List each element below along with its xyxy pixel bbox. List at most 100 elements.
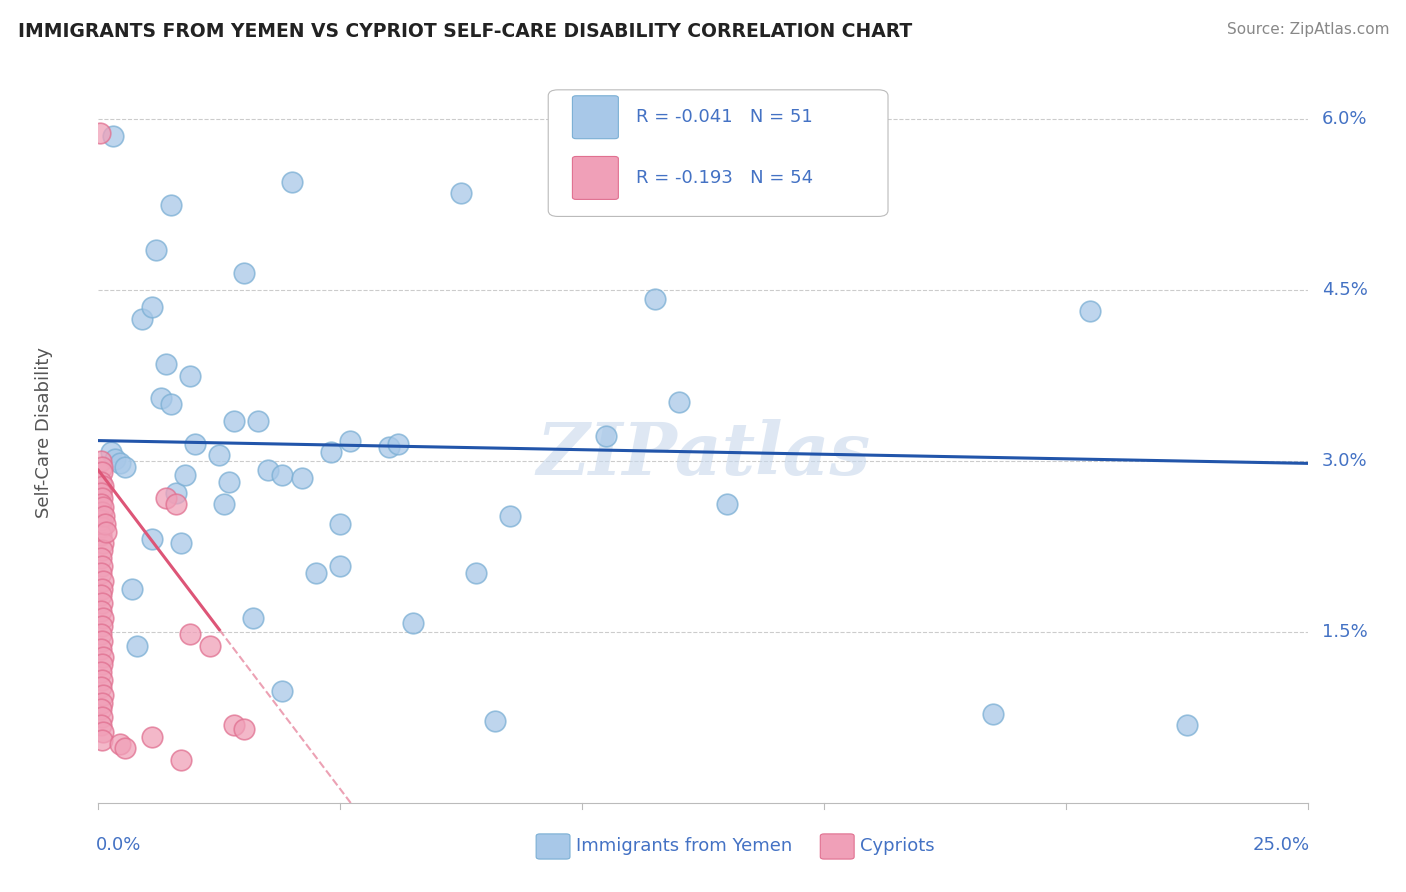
Point bbox=[198, 639, 221, 653]
Text: 25.0%: 25.0% bbox=[1253, 836, 1310, 855]
FancyBboxPatch shape bbox=[548, 90, 889, 217]
Point bbox=[90, 733, 112, 747]
Point bbox=[90, 505, 112, 519]
Point bbox=[208, 449, 231, 463]
Point bbox=[179, 627, 201, 641]
Point bbox=[165, 497, 187, 511]
Point bbox=[716, 497, 738, 511]
Point bbox=[91, 536, 114, 550]
Point bbox=[145, 244, 167, 258]
Point bbox=[498, 508, 520, 523]
Point bbox=[91, 673, 114, 687]
Point bbox=[91, 491, 114, 505]
Point bbox=[108, 456, 131, 470]
Point bbox=[290, 471, 312, 485]
Point bbox=[90, 718, 112, 732]
Point bbox=[1175, 718, 1198, 732]
FancyBboxPatch shape bbox=[820, 834, 855, 859]
Point bbox=[169, 536, 191, 550]
Point bbox=[329, 558, 352, 573]
Point bbox=[90, 566, 112, 580]
Point bbox=[90, 702, 112, 716]
Point bbox=[90, 543, 112, 558]
Point bbox=[218, 475, 240, 489]
Point bbox=[90, 486, 112, 500]
Point bbox=[90, 459, 112, 474]
Point bbox=[319, 445, 342, 459]
Point bbox=[464, 566, 486, 580]
Text: Source: ZipAtlas.com: Source: ZipAtlas.com bbox=[1226, 22, 1389, 37]
Point bbox=[271, 467, 294, 482]
Text: 6.0%: 6.0% bbox=[1322, 111, 1368, 128]
Text: 4.5%: 4.5% bbox=[1322, 281, 1368, 299]
Point bbox=[101, 129, 124, 144]
Point bbox=[160, 198, 183, 212]
Text: R = -0.041   N = 51: R = -0.041 N = 51 bbox=[637, 108, 813, 127]
Point bbox=[90, 589, 112, 603]
Point bbox=[305, 566, 328, 580]
Point bbox=[174, 467, 197, 482]
Point bbox=[247, 414, 270, 428]
Point bbox=[90, 475, 112, 489]
Point bbox=[165, 486, 187, 500]
Text: 3.0%: 3.0% bbox=[1322, 452, 1368, 470]
Point bbox=[93, 516, 115, 531]
Point bbox=[89, 126, 111, 140]
Point bbox=[450, 186, 472, 201]
Point bbox=[90, 513, 112, 527]
Point bbox=[90, 497, 112, 511]
Point bbox=[114, 459, 136, 474]
Point bbox=[108, 737, 131, 751]
Point bbox=[184, 437, 207, 451]
Point bbox=[90, 619, 112, 633]
Point bbox=[91, 574, 114, 588]
Point bbox=[127, 639, 149, 653]
Point bbox=[90, 696, 112, 710]
FancyBboxPatch shape bbox=[572, 156, 619, 200]
Point bbox=[160, 397, 183, 411]
Point bbox=[91, 634, 114, 648]
Point bbox=[91, 597, 114, 611]
Text: IMMIGRANTS FROM YEMEN VS CYPRIOT SELF-CARE DISABILITY CORRELATION CHART: IMMIGRANTS FROM YEMEN VS CYPRIOT SELF-CA… bbox=[18, 22, 912, 41]
Point bbox=[90, 665, 112, 679]
Point bbox=[271, 684, 294, 698]
Point bbox=[93, 508, 115, 523]
Point bbox=[155, 491, 177, 505]
Point bbox=[1078, 303, 1101, 318]
Point bbox=[90, 454, 112, 468]
Point bbox=[981, 706, 1004, 721]
Point bbox=[91, 688, 114, 702]
Point bbox=[100, 445, 122, 459]
Point bbox=[281, 175, 304, 189]
Point bbox=[141, 532, 163, 546]
FancyBboxPatch shape bbox=[572, 95, 619, 138]
Point bbox=[91, 710, 114, 724]
FancyBboxPatch shape bbox=[536, 834, 569, 859]
Point bbox=[212, 497, 235, 511]
Text: R = -0.193   N = 54: R = -0.193 N = 54 bbox=[637, 169, 814, 187]
Text: 0.0%: 0.0% bbox=[96, 836, 142, 855]
Point bbox=[329, 516, 352, 531]
Point bbox=[232, 722, 254, 736]
Text: ZIPatlas: ZIPatlas bbox=[536, 419, 870, 491]
Point bbox=[90, 657, 112, 671]
Point bbox=[222, 718, 245, 732]
Point bbox=[256, 463, 278, 477]
Point bbox=[222, 414, 245, 428]
Point bbox=[91, 558, 114, 573]
Point bbox=[121, 582, 143, 596]
Point bbox=[387, 437, 409, 451]
Point bbox=[141, 301, 163, 315]
Point bbox=[91, 650, 114, 665]
Point bbox=[90, 582, 112, 596]
Point bbox=[90, 604, 112, 618]
Point bbox=[377, 441, 399, 455]
Point bbox=[644, 293, 666, 307]
Point bbox=[91, 520, 114, 534]
Text: Immigrants from Yemen: Immigrants from Yemen bbox=[576, 838, 793, 855]
Point bbox=[668, 395, 690, 409]
Point bbox=[141, 730, 163, 744]
Point bbox=[150, 392, 173, 406]
Point bbox=[104, 451, 127, 466]
Text: Self-Care Disability: Self-Care Disability bbox=[35, 347, 53, 518]
